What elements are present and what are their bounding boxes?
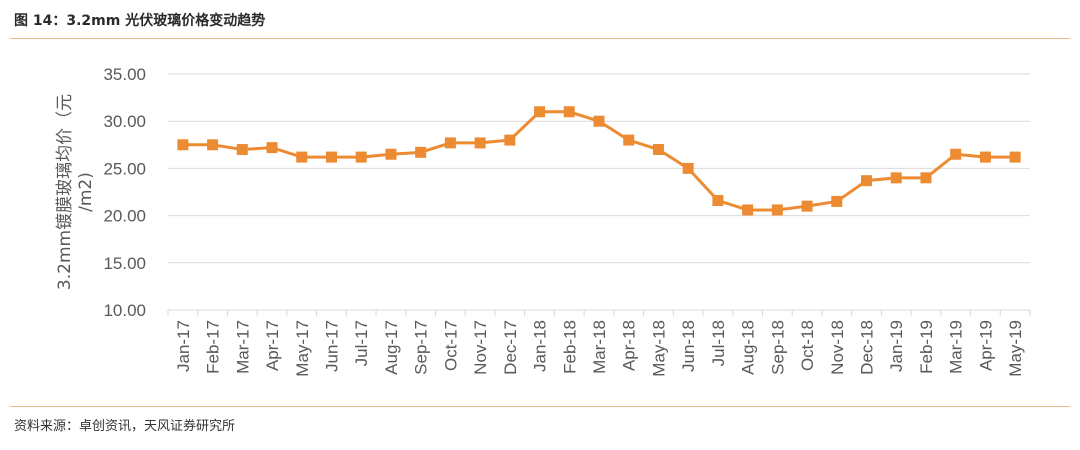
x-tick-label: Jan-19	[887, 320, 906, 372]
x-tick-label: Jun-17	[322, 320, 341, 372]
y-tick-label: 35.00	[103, 65, 146, 84]
figure-title: 图 14：3.2mm 光伏玻璃价格变动趋势	[14, 13, 266, 29]
x-tick-label: Dec-18	[858, 320, 877, 375]
data-point	[1009, 151, 1021, 163]
y-axis-title-line1: 3.2mm镀膜玻璃均价（元	[55, 94, 75, 290]
data-point	[801, 200, 813, 212]
x-tick-label: Jul-17	[352, 320, 371, 366]
x-tick-label: Apr-19	[976, 320, 995, 371]
x-axis	[167, 309, 1031, 316]
x-tick-label: Jan-18	[531, 320, 550, 372]
x-tick-label: Nov-18	[828, 320, 847, 375]
x-tick-label: Aug-18	[739, 320, 758, 375]
data-point	[207, 139, 219, 151]
x-tick-label: Mar-18	[590, 320, 609, 374]
data-point	[623, 134, 635, 146]
data-point	[236, 144, 248, 156]
x-tick-label: Mar-17	[233, 320, 252, 374]
gridlines	[168, 73, 1030, 264]
data-point	[266, 142, 278, 154]
y-tick-label: 20.00	[103, 207, 146, 226]
y-tick-label: 10.00	[103, 301, 146, 320]
x-tick-label: May-18	[649, 320, 668, 377]
data-point	[652, 144, 664, 156]
data-point	[534, 106, 546, 118]
x-tick-label: Oct-17	[441, 320, 460, 371]
data-point	[385, 148, 397, 160]
data-point	[861, 175, 873, 187]
source-divider	[10, 406, 1070, 407]
x-tick-label: Feb-19	[917, 320, 936, 374]
x-tick-label: Apr-17	[263, 320, 282, 371]
data-point	[444, 137, 456, 149]
data-point	[296, 151, 308, 163]
series-markers	[177, 106, 1021, 216]
data-point	[950, 148, 962, 160]
y-tick-label: 25.00	[103, 159, 146, 178]
data-point	[890, 172, 902, 184]
x-tick-label: Feb-18	[560, 320, 579, 374]
y-tick-label: 15.00	[103, 254, 146, 273]
price-line-chart: 10.00 15.00 20.00 25.00 30.00 35.00 Jan-17 Feb…	[55, 65, 1031, 377]
data-point	[355, 151, 367, 163]
data-point	[682, 162, 694, 174]
x-tick-label: May-19	[1006, 320, 1025, 377]
data-point	[742, 204, 754, 216]
x-tick-label: Mar-19	[947, 320, 966, 374]
data-point	[474, 137, 486, 149]
data-point	[831, 195, 843, 207]
x-tick-label: Jun-18	[679, 320, 698, 372]
x-tick-label: Jan-17	[174, 320, 193, 372]
data-point	[504, 134, 516, 146]
data-point	[177, 139, 189, 151]
y-axis-ticks: 10.00 15.00 20.00 25.00 30.00 35.00	[103, 65, 146, 320]
data-point	[563, 106, 575, 118]
x-tick-label: Sep-18	[768, 320, 787, 375]
x-tick-label: Sep-17	[412, 320, 431, 375]
y-axis-title-line2: /m2)	[76, 172, 96, 212]
y-tick-label: 30.00	[103, 112, 146, 131]
data-point	[920, 172, 932, 184]
x-tick-label: Jul-18	[709, 320, 728, 366]
x-tick-label: Aug-17	[382, 320, 401, 375]
source-note: 资料来源：卓创资讯，天风证券研究所	[14, 419, 236, 434]
data-point	[979, 151, 991, 163]
x-tick-label: Dec-17	[501, 320, 520, 375]
x-tick-label: May-17	[293, 320, 312, 377]
x-tick-label: Apr-18	[620, 320, 639, 371]
data-point	[771, 204, 783, 216]
data-point	[325, 151, 337, 163]
data-point	[712, 194, 724, 206]
title-divider	[10, 38, 1070, 39]
x-axis-ticks: Jan-17 Feb-17 Mar-17 Apr-17 May-17 Jun-17 Jul-…	[174, 320, 1025, 377]
x-tick-label: Oct-18	[798, 320, 817, 371]
data-point	[593, 115, 605, 127]
x-tick-label: Nov-17	[471, 320, 490, 375]
data-point	[415, 146, 427, 158]
x-tick-label: Feb-17	[204, 320, 223, 374]
